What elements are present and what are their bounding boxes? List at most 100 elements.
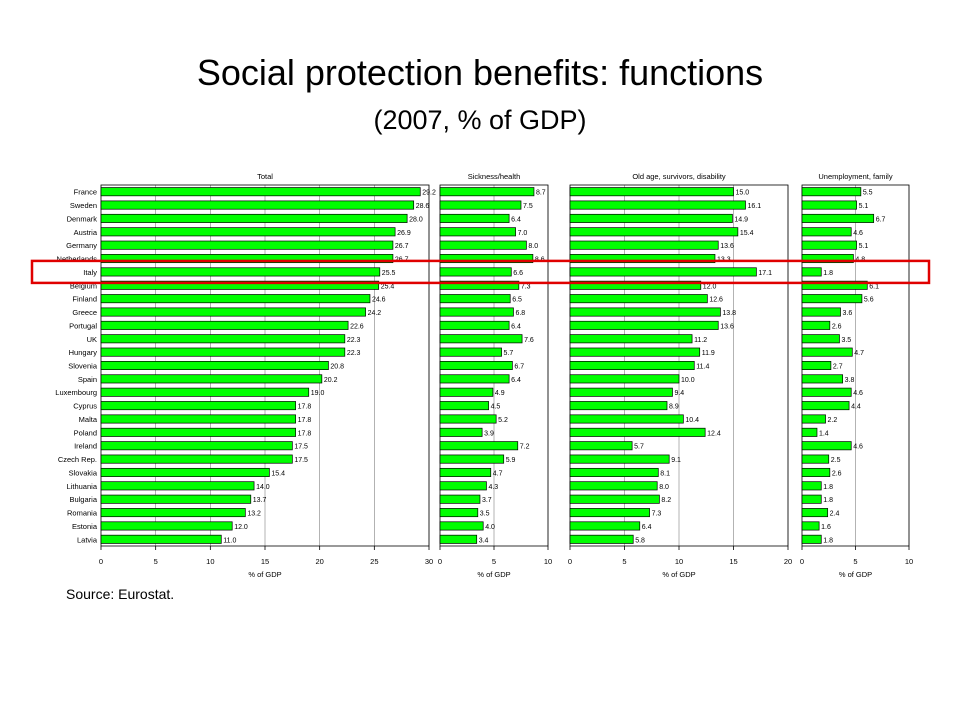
- data-label: 11.4: [696, 364, 709, 371]
- bar: [439, 187, 535, 197]
- data-label: 10.4: [685, 417, 699, 424]
- bar: [100, 481, 255, 491]
- data-label: 12.6: [709, 297, 723, 304]
- data-label: 6.4: [642, 524, 652, 531]
- category-label: Cyprus: [73, 402, 97, 411]
- bar: [801, 187, 862, 197]
- category-label: Estonia: [72, 522, 98, 531]
- bar: [439, 401, 489, 411]
- data-label: 13.6: [720, 323, 734, 330]
- bar: [569, 334, 693, 344]
- category-label: Romania: [67, 509, 98, 518]
- data-label: 9.4: [674, 390, 684, 397]
- data-label: 1.4: [819, 430, 829, 437]
- tick-label: 5: [154, 557, 158, 566]
- data-label: 13.7: [253, 497, 267, 504]
- bar: [439, 294, 511, 304]
- data-label: 2.6: [832, 470, 842, 477]
- bar: [439, 280, 520, 290]
- bar: [100, 213, 408, 223]
- data-label: 6.4: [511, 377, 521, 384]
- category-label: Germany: [66, 241, 97, 250]
- data-label: 7.5: [523, 203, 533, 210]
- data-label: 29.2: [422, 190, 436, 197]
- panel-title: Total: [257, 172, 273, 181]
- bar: [569, 414, 684, 424]
- data-label: 20.8: [330, 364, 344, 371]
- bar: [801, 374, 844, 384]
- data-label: 5.5: [863, 190, 873, 197]
- category-label: Lithuania: [67, 482, 98, 491]
- data-label: 17.8: [298, 430, 312, 437]
- data-label: 12.0: [703, 283, 717, 290]
- bar: [569, 494, 660, 504]
- data-label: 12.0: [234, 524, 248, 531]
- bar: [801, 307, 841, 317]
- bar: [801, 454, 830, 464]
- bar: [100, 347, 346, 357]
- data-label: 5.7: [634, 444, 644, 451]
- data-label: 6.1: [869, 283, 879, 290]
- data-label: 8.1: [660, 470, 670, 477]
- data-label: 3.4: [479, 537, 489, 544]
- data-label: 13.8: [722, 310, 736, 317]
- data-label: 25.5: [382, 270, 396, 277]
- data-label: 4.6: [853, 230, 863, 237]
- data-label: 4.7: [493, 470, 503, 477]
- axis-label: % of GDP: [248, 570, 281, 579]
- bar: [100, 294, 371, 304]
- bar: [100, 307, 366, 317]
- bar: [100, 534, 222, 544]
- bar: [100, 401, 296, 411]
- bar: [439, 481, 487, 491]
- data-label: 8.0: [528, 243, 538, 250]
- tick-label: 20: [315, 557, 323, 566]
- bar: [439, 508, 479, 518]
- bar: [801, 414, 826, 424]
- bar: [569, 213, 733, 223]
- bar: [801, 521, 820, 531]
- tick-label: 10: [206, 557, 214, 566]
- category-label: Bulgaria: [69, 495, 97, 504]
- data-label: 4.6: [853, 444, 863, 451]
- data-label: 11.0: [223, 537, 236, 544]
- data-label: 2.2: [828, 417, 838, 424]
- bar: [801, 441, 852, 451]
- data-label: 6.7: [876, 216, 886, 223]
- data-label: 2.7: [833, 364, 843, 371]
- data-label: 5.1: [859, 203, 869, 210]
- bar: [801, 534, 822, 544]
- axis-label: % of GDP: [477, 570, 510, 579]
- bar: [100, 441, 293, 451]
- data-label: 28.0: [409, 216, 423, 223]
- category-label: UK: [87, 335, 97, 344]
- data-label: 11.2: [694, 337, 707, 344]
- data-label: 8.7: [536, 190, 546, 197]
- tick-label: 5: [622, 557, 626, 566]
- bar: [569, 347, 701, 357]
- bar: [569, 467, 659, 477]
- data-label: 5.1: [859, 243, 869, 250]
- data-label: 1.8: [823, 484, 833, 491]
- bar: [100, 267, 381, 277]
- data-label: 4.9: [495, 390, 505, 397]
- data-label: 1.8: [823, 270, 833, 277]
- bar: [801, 387, 852, 397]
- bar: [569, 534, 634, 544]
- bar: [801, 227, 852, 237]
- bar: [569, 387, 673, 397]
- panel-title: Sickness/health: [468, 172, 521, 181]
- bar: [801, 334, 840, 344]
- category-label: Malta: [79, 415, 98, 424]
- bar: [439, 320, 510, 330]
- data-label: 17.8: [298, 404, 312, 411]
- bar: [439, 494, 481, 504]
- data-label: 28.6: [416, 203, 430, 210]
- category-label: Greece: [72, 308, 97, 317]
- highlight-box: [30, 259, 931, 285]
- data-label: 8.0: [659, 484, 669, 491]
- tick-label: 15: [261, 557, 269, 566]
- data-label: 17.5: [294, 457, 308, 464]
- data-label: 4.6: [853, 390, 863, 397]
